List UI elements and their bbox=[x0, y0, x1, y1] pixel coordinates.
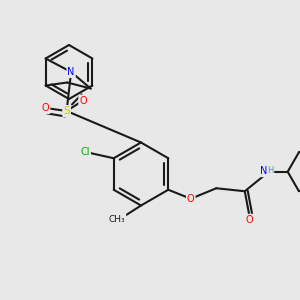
Text: N: N bbox=[68, 67, 75, 77]
Text: S: S bbox=[63, 106, 70, 116]
Text: O: O bbox=[187, 194, 195, 204]
Text: H: H bbox=[267, 166, 274, 175]
Text: CH₃: CH₃ bbox=[109, 214, 125, 224]
Text: O: O bbox=[42, 103, 50, 113]
Text: O: O bbox=[245, 215, 253, 225]
Text: Cl: Cl bbox=[80, 147, 90, 157]
Text: N: N bbox=[260, 166, 267, 176]
Text: O: O bbox=[79, 95, 87, 106]
